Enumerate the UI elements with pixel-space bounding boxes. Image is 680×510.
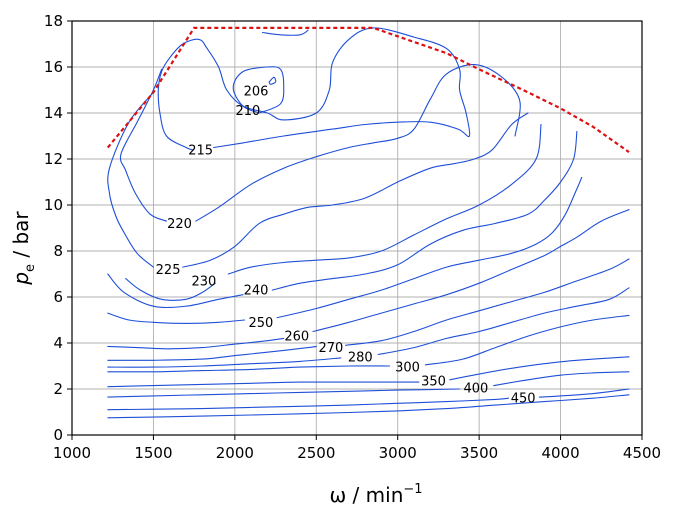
x-tick-label: 1000: [53, 444, 91, 462]
contour-label: 210: [235, 104, 260, 119]
contour-line: [227, 123, 542, 275]
x-tick-label: 4000: [541, 444, 579, 462]
contour-label: 280: [348, 350, 373, 365]
contour-line: [107, 273, 244, 309]
x-tick-label: 2500: [297, 444, 335, 462]
y-tick-label: 8: [53, 242, 63, 260]
contour-line: [107, 388, 461, 398]
contour-line: [377, 287, 630, 356]
y-tick-label: 16: [44, 58, 63, 76]
contour-line: [493, 371, 630, 387]
contour-label: 350: [421, 374, 446, 389]
contour-line: [125, 278, 216, 301]
contour-line: [449, 356, 630, 381]
contour-line: [312, 209, 630, 333]
contour-line: [107, 394, 630, 419]
contour-line: [119, 68, 168, 222]
contour-label: 300: [395, 361, 420, 376]
contour-line: [107, 357, 342, 368]
contour-line: [345, 258, 630, 346]
contour-line: [107, 312, 246, 324]
contour-label: 260: [284, 330, 309, 345]
contour-label: 400: [463, 381, 488, 396]
contour-lines: [107, 27, 630, 419]
y-tick-label: 14: [44, 104, 63, 122]
x-axis-ticks: 1000 1500 2000 2500 3000 3500 4000 4500: [53, 435, 661, 462]
contour-line: [271, 130, 578, 291]
x-tick-label: 3000: [379, 444, 417, 462]
contour-line: [538, 388, 630, 398]
y-tick-label: 18: [44, 12, 63, 30]
y-tick-label: 4: [53, 334, 63, 352]
contour-line: [107, 397, 510, 411]
contour-line: [107, 337, 285, 350]
contour-line: [268, 76, 277, 85]
y-tick-label: 6: [53, 288, 63, 306]
y-axis-label: pe / bar: [9, 211, 38, 286]
contour-line: [182, 112, 529, 268]
contour-line: [107, 365, 391, 373]
x-tick-label: 1500: [134, 444, 172, 462]
boundary-line: [106, 26, 630, 153]
contour-line: [424, 314, 630, 366]
x-axis-label: ω / min−1: [329, 482, 422, 507]
x-tick-label: 3500: [460, 444, 498, 462]
contour-line: [107, 381, 420, 388]
contour-label: 230: [192, 274, 217, 289]
y-tick-label: 2: [53, 380, 63, 398]
contour-label: 220: [167, 217, 192, 232]
contour-line: [276, 176, 583, 319]
full-load-boundary: [106, 26, 630, 153]
y-tick-label: 10: [44, 196, 63, 214]
contour-label: 215: [188, 143, 213, 158]
contour-line: [261, 29, 309, 36]
contour-line: [107, 345, 317, 361]
contour-label: 450: [511, 392, 536, 407]
contour-line: [157, 27, 471, 151]
y-tick-label: 12: [44, 150, 63, 168]
y-axis-ticks: 0 2 4 6 8 10 12 14 16 18: [44, 12, 72, 444]
contour-label: 250: [249, 316, 274, 331]
contour-line: [195, 64, 521, 222]
contour-line: [232, 66, 285, 114]
plot-frame: [71, 20, 643, 436]
contour-label: 206: [244, 85, 269, 100]
y-tick-label: 0: [53, 426, 63, 444]
x-tick-label: 2000: [216, 444, 254, 462]
x-tick-label: 4500: [623, 444, 661, 462]
contour-label: 225: [156, 263, 181, 278]
contour-label: 240: [244, 284, 269, 299]
contour-label: 270: [319, 341, 344, 356]
